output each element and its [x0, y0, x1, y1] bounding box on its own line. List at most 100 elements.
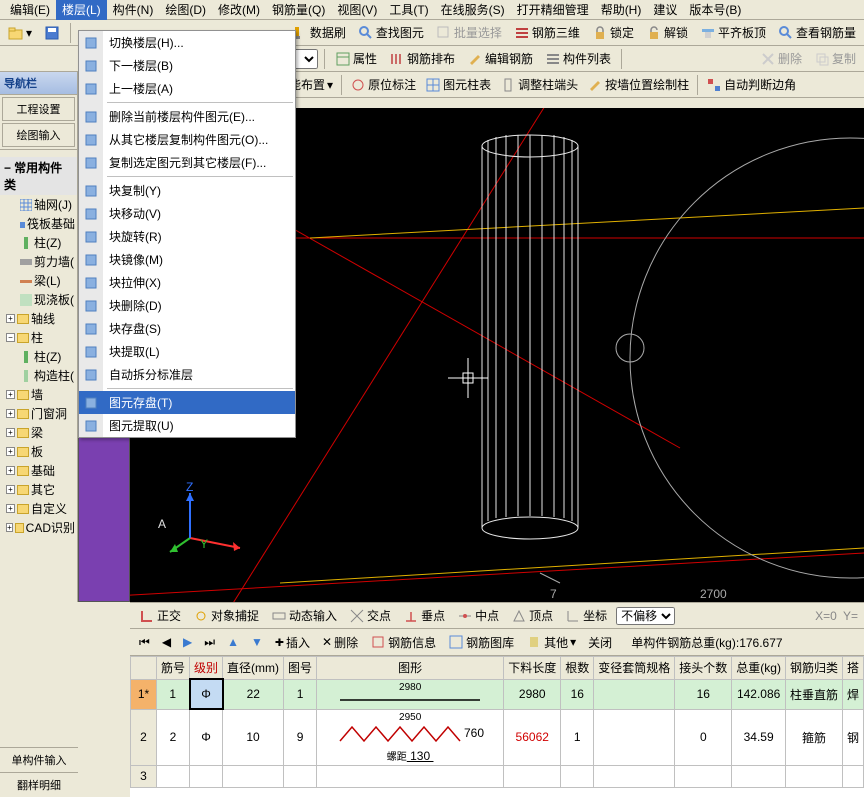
row-header[interactable]: 2 [131, 709, 157, 765]
osnap-button[interactable]: 对象捕捉 [190, 605, 262, 626]
other-button[interactable]: 其他 ▾ [523, 632, 579, 653]
table-cell[interactable]: 钢 [842, 709, 863, 765]
table-cell[interactable] [157, 765, 190, 787]
expand-icon[interactable]: + [6, 504, 15, 513]
menu-online[interactable]: 在线服务(S) [435, 0, 511, 20]
row-header[interactable]: 1* [131, 679, 157, 709]
expand-icon[interactable]: + [6, 447, 15, 456]
tree-group-slab[interactable]: +板 [0, 442, 77, 461]
find-element-button[interactable]: 查找图元 [354, 22, 428, 43]
menu-fine-mgmt[interactable]: 打开精细管理 [511, 0, 595, 20]
collapse-icon[interactable]: − [4, 161, 11, 175]
menu-rebar-qty[interactable]: 钢筋量(Q) [266, 0, 331, 20]
tree-node-raft[interactable]: 筏板基础 [14, 214, 77, 233]
th-count[interactable]: 根数 [561, 657, 594, 680]
menu-edit[interactable]: 编辑(E) [4, 0, 56, 20]
tree-node-column[interactable]: 柱(Z) [14, 233, 77, 252]
menu-item[interactable]: 块旋转(R) [79, 225, 295, 248]
rebar-table[interactable]: 筋号 级别 直径(mm) 图号 图形 下料长度 根数 变径套筒规格 接头个数 总… [130, 656, 864, 788]
table-cell[interactable] [732, 765, 786, 787]
table-cell[interactable]: Φ [190, 709, 223, 765]
nav-next-button[interactable]: ▶ [180, 633, 195, 651]
expand-icon[interactable]: + [6, 409, 15, 418]
copy-button[interactable]: 复制 [810, 48, 860, 69]
tree-node-column2[interactable]: 柱(Z) [14, 347, 77, 366]
nav-prev-button[interactable]: ◀ [159, 633, 174, 651]
menu-item[interactable]: 块复制(Y) [79, 179, 295, 202]
expand-icon[interactable]: + [6, 390, 15, 399]
table-cell[interactable]: 箍筋 [785, 709, 842, 765]
table-cell[interactable]: 柱垂直筋 [785, 679, 842, 709]
tree-group-axis[interactable]: +轴线 [0, 309, 77, 328]
nav-down-button[interactable]: ▼ [248, 633, 266, 651]
tree-group-opening[interactable]: +门窗洞 [0, 404, 77, 423]
table-row[interactable]: 1*1Φ221298029801616142.086柱垂直筋焊 [131, 679, 864, 709]
table-cell[interactable] [594, 709, 675, 765]
table-cell[interactable] [504, 765, 561, 787]
table-cell[interactable]: 34.59 [732, 709, 786, 765]
table-cell[interactable]: 2950760螺距 130 [317, 709, 504, 765]
tree-group-other[interactable]: +其它 [0, 480, 77, 499]
tree-group-foundation[interactable]: +基础 [0, 461, 77, 480]
expand-icon[interactable]: + [6, 523, 13, 532]
table-cell[interactable] [842, 765, 863, 787]
menu-suggest[interactable]: 建议 [647, 0, 683, 20]
lock-button[interactable]: 锁定 [588, 22, 638, 43]
auto-corner-button[interactable]: 自动判断边角 [703, 74, 799, 95]
view-rebar-qty-button[interactable]: 查看钢筋量 [774, 22, 860, 43]
menu-item[interactable]: 块提取(L) [79, 340, 295, 363]
close-button[interactable]: 关闭 [585, 632, 615, 653]
expand-icon[interactable]: + [6, 485, 15, 494]
inplace-label-button[interactable]: 原位标注 [347, 74, 419, 95]
table-cell[interactable]: 16 [561, 679, 594, 709]
table-cell[interactable] [675, 765, 732, 787]
menu-item[interactable]: 块拉伸(X) [79, 271, 295, 294]
nav-up-button[interactable]: ▲ [224, 633, 242, 651]
tree-category-common[interactable]: − 常用构件类 [0, 157, 77, 195]
perp-button[interactable]: 垂点 [400, 605, 448, 626]
table-cell[interactable]: 2 [157, 709, 190, 765]
menu-item[interactable]: 自动拆分标准层 [79, 363, 295, 386]
expand-icon[interactable]: + [6, 314, 15, 323]
unlock-button[interactable]: 解锁 [642, 22, 692, 43]
menu-help[interactable]: 帮助(H) [595, 0, 648, 20]
tree-node-beam[interactable]: 梁(L) [14, 271, 77, 290]
tree-group-wall[interactable]: +墙 [0, 385, 77, 404]
align-slab-top-button[interactable]: 平齐板顶 [696, 22, 770, 43]
menu-item[interactable]: 块存盘(S) [79, 317, 295, 340]
table-cell[interactable]: 56062 [504, 709, 561, 765]
tree-node-slab[interactable]: 现浇板( [14, 290, 77, 309]
table-cell[interactable]: Φ [190, 679, 223, 709]
menu-item[interactable]: 图元存盘(T) [79, 391, 295, 414]
menu-item[interactable]: 从其它楼层复制构件图元(O)... [79, 128, 295, 151]
th-diameter[interactable]: 直径(mm) [223, 657, 284, 680]
th-cutlen[interactable]: 下料长度 [504, 657, 561, 680]
menu-view[interactable]: 视图(V) [331, 0, 383, 20]
offset-mode-select[interactable]: 不偏移 [616, 607, 675, 625]
ortho-button[interactable]: 正交 [136, 605, 184, 626]
open-folder-button[interactable]: ▾ [4, 23, 36, 43]
table-cell[interactable] [594, 679, 675, 709]
delete-button[interactable]: 删除 [756, 48, 806, 69]
edit-rebar-button[interactable]: 编辑钢筋 [463, 48, 537, 69]
th-weight[interactable]: 总重(kg) [732, 657, 786, 680]
save-button[interactable] [40, 23, 64, 43]
menu-item[interactable]: 复制选定图元到其它楼层(F)... [79, 151, 295, 174]
tree-group-cad[interactable]: +CAD识别 [0, 518, 77, 537]
menu-item[interactable]: 下一楼层(B) [79, 54, 295, 77]
vertex-button[interactable]: 顶点 [508, 605, 556, 626]
table-cell[interactable] [190, 765, 223, 787]
nav-first-button[interactable]: ⏮ [136, 633, 153, 652]
table-cell[interactable]: 1 [284, 679, 317, 709]
table-cell[interactable]: 1 [561, 709, 594, 765]
coord-button[interactable]: 坐标 [562, 605, 610, 626]
batch-select-button[interactable]: 批量选择 [432, 22, 506, 43]
table-cell[interactable] [561, 765, 594, 787]
table-cell[interactable] [284, 765, 317, 787]
table-row[interactable]: 22Φ1092950760螺距 130 560621034.59箍筋钢 [131, 709, 864, 765]
tree-node-axis-grid[interactable]: 轴网(J) [14, 195, 77, 214]
menu-item[interactable]: 块删除(D) [79, 294, 295, 317]
menu-item[interactable]: 上一楼层(A) [79, 77, 295, 100]
menu-tools[interactable]: 工具(T) [383, 0, 434, 20]
delete-row-button[interactable]: ✕删除 [319, 632, 361, 653]
